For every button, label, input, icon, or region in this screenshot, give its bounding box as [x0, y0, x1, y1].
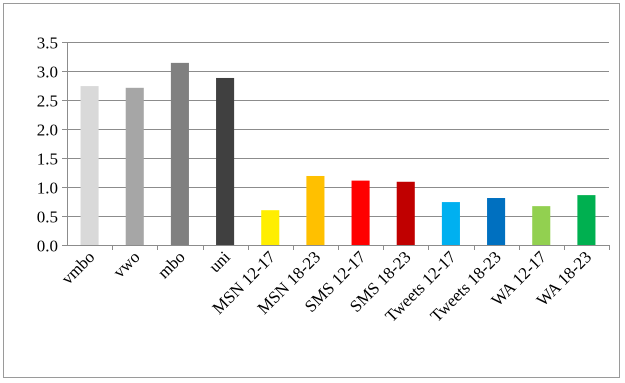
bar	[170, 62, 189, 245]
x-tick-label: mbo	[154, 247, 189, 282]
bar	[351, 180, 370, 245]
bar	[487, 198, 506, 245]
bar	[441, 202, 460, 245]
gridlines	[67, 42, 609, 217]
bar	[577, 195, 596, 245]
y-tick-label: 1.5	[37, 150, 58, 169]
bar	[216, 77, 235, 246]
bar	[396, 181, 415, 245]
axes	[62, 42, 610, 250]
y-tick-label: 0.0	[37, 237, 58, 256]
x-tick-label: uni	[205, 247, 234, 276]
y-tick-label: 3.5	[37, 34, 58, 53]
y-tick-label: 2.5	[37, 92, 58, 111]
y-tick-label: 2.0	[37, 121, 58, 140]
y-tick-label: 1.0	[37, 179, 58, 198]
bar	[80, 86, 99, 245]
bars	[80, 62, 596, 246]
y-tick-label: 0.5	[37, 208, 58, 227]
y-tick-label: 3.0	[37, 63, 58, 82]
bar	[261, 210, 280, 245]
bar	[306, 175, 325, 245]
bar	[532, 206, 551, 245]
x-tick-label: vwo	[109, 247, 143, 281]
x-tick-label: vmbo	[58, 247, 99, 288]
bar	[125, 87, 144, 245]
